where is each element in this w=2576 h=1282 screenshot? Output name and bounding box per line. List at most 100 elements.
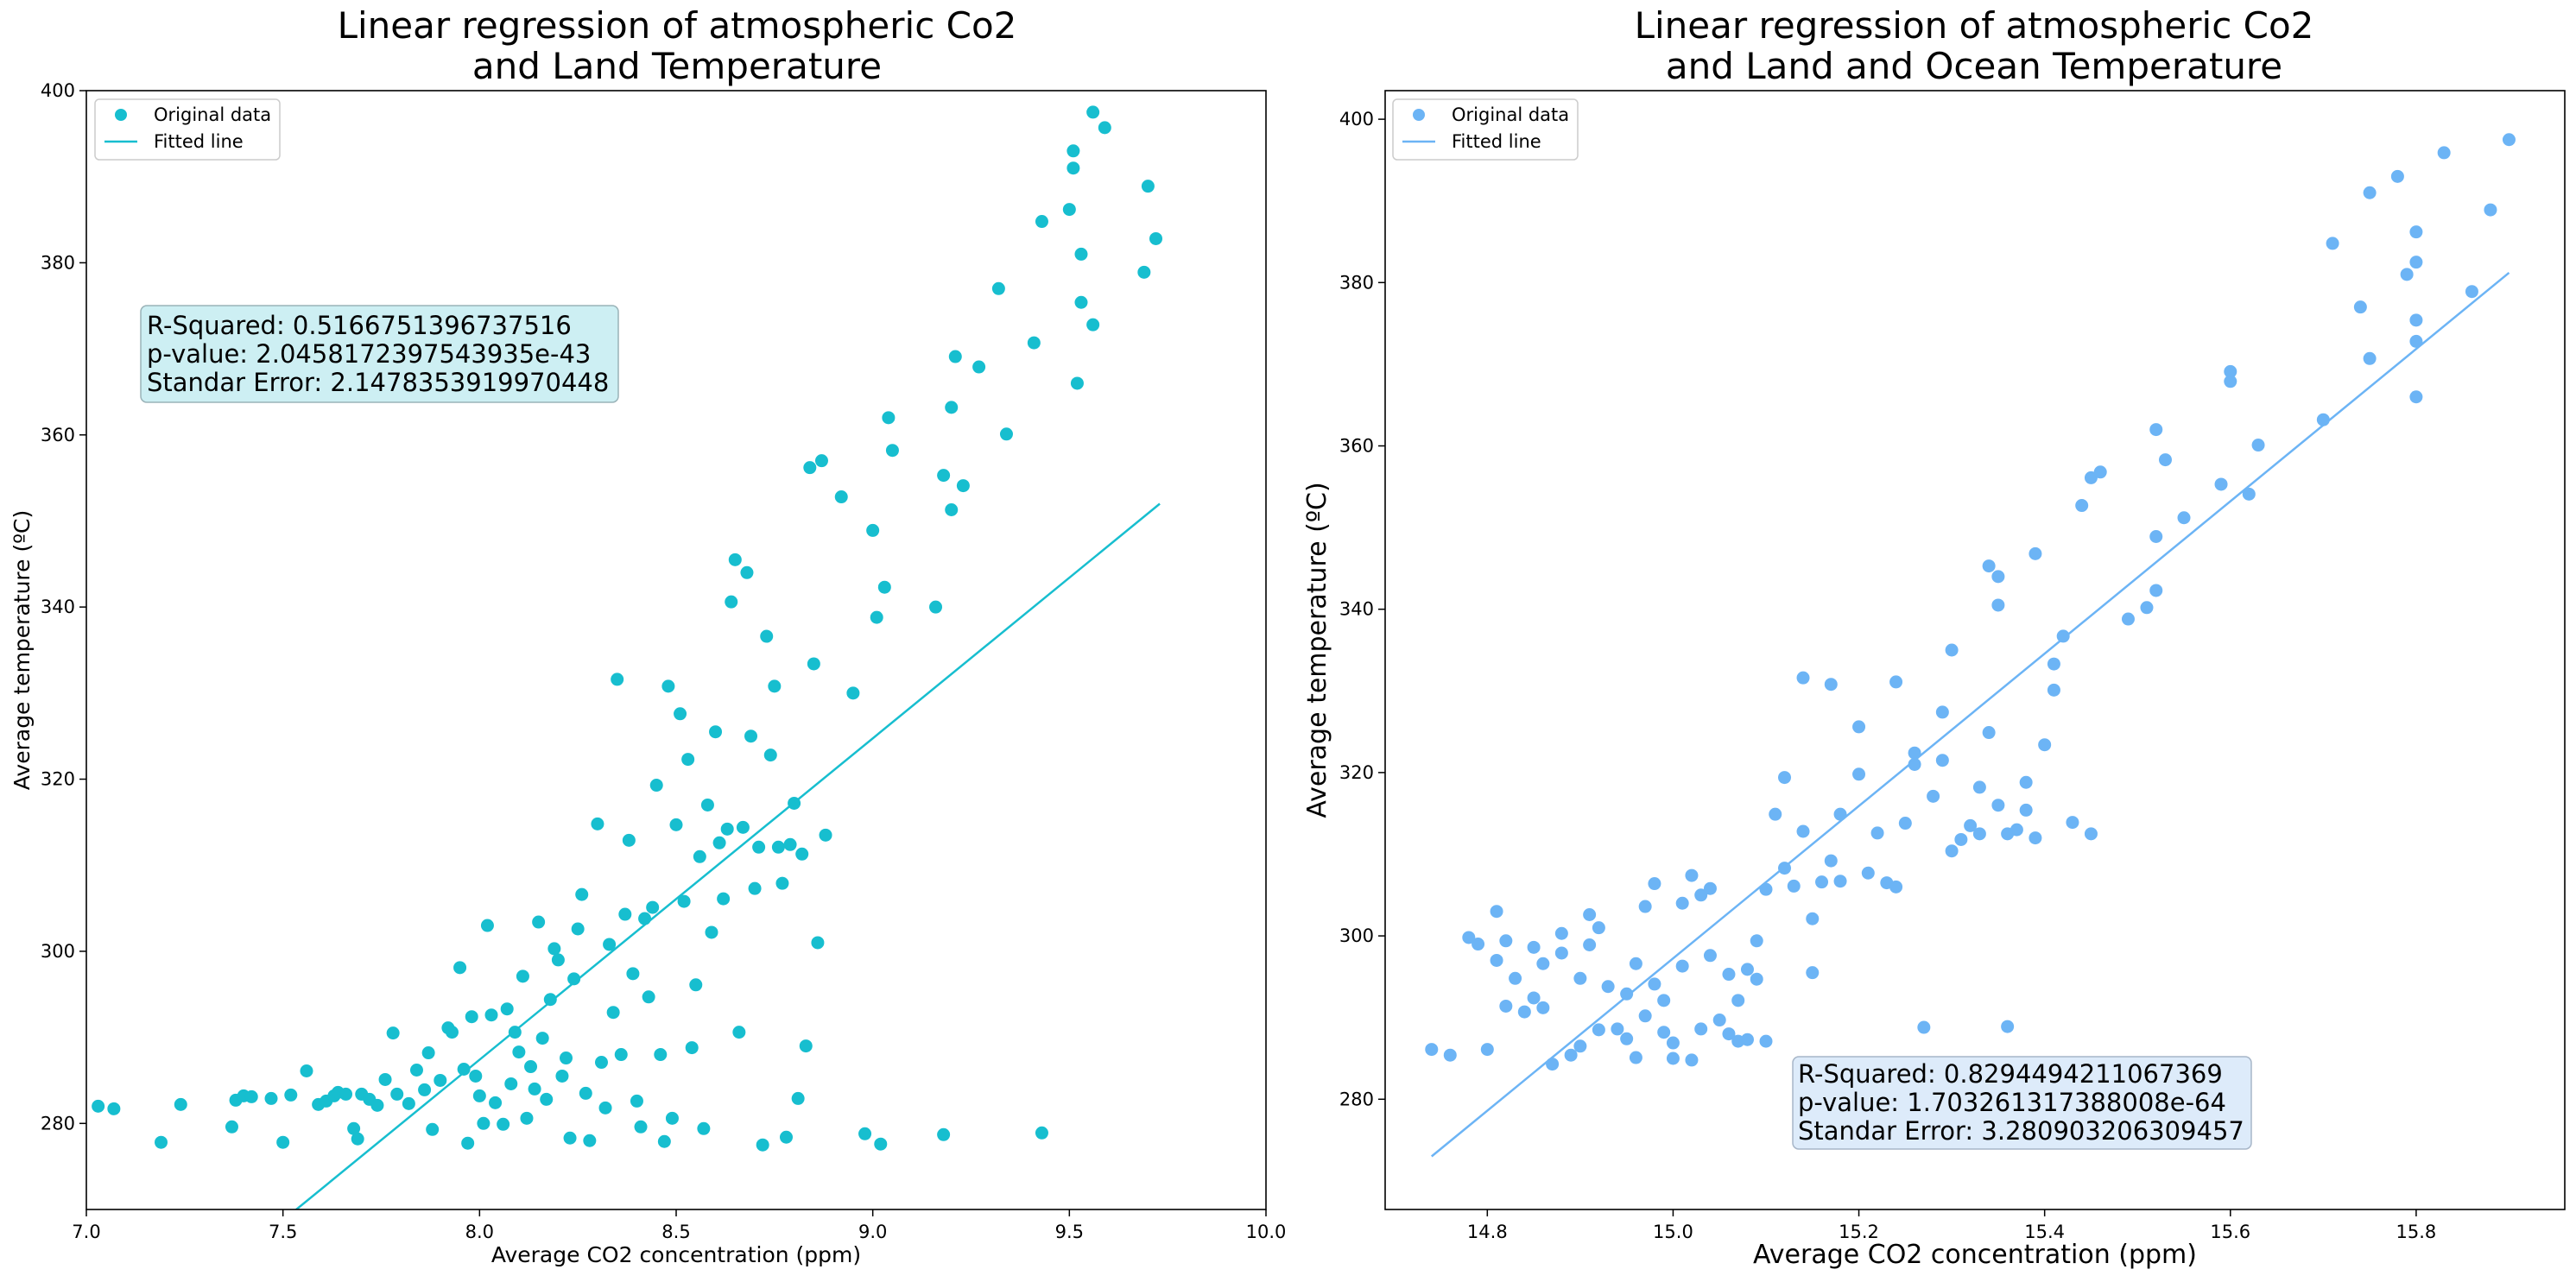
y-tick-label: 320 [1339,762,1374,783]
data-point [763,748,777,762]
data-point [1694,1022,1708,1036]
data-point [2409,390,2423,404]
data-point [1472,938,1485,951]
data-point [779,1130,793,1144]
data-point [811,936,825,950]
data-point [1778,771,1792,785]
data-point [594,1056,608,1070]
data-point [1750,934,1763,948]
x-tick-label: 8.0 [465,1222,494,1242]
data-point [1583,938,1597,952]
data-point [1573,971,1587,985]
data-point [2121,612,2135,626]
legend-label-original-data: Original data [154,104,271,125]
y-tick-label: 340 [1339,599,1374,620]
data-point [2363,351,2377,365]
y-axis-label: Average temperature (ºC) [9,510,35,790]
data-point [1945,643,1959,657]
data-point [1546,1058,1560,1071]
data-point [937,1127,951,1141]
data-point [1499,999,1513,1013]
data-point [1806,966,1820,980]
data-point [756,1138,769,1152]
data-point [2224,375,2237,388]
y-tick-label: 360 [1339,436,1374,457]
data-point [2093,465,2107,479]
x-tick-label: 10.0 [1246,1222,1287,1242]
data-point [532,915,546,929]
data-point [2084,827,2098,841]
data-point [929,600,943,614]
data-point [1703,881,1717,895]
y-tick-label: 280 [41,1113,75,1134]
data-point [1787,879,1801,893]
data-point [744,729,758,743]
data-point [2484,203,2497,217]
data-point [669,818,683,831]
data-point [579,1086,592,1100]
data-point [1740,1033,1754,1046]
data-point [603,938,617,951]
y-tick-label: 340 [41,597,75,617]
data-point [1740,963,1754,976]
data-point [606,1006,620,1020]
data-point [2409,313,2423,327]
x-tick-label: 9.5 [1055,1222,1084,1242]
data-point [945,401,959,414]
data-point [2214,477,2228,491]
data-point [1712,1014,1726,1027]
data-point [92,1099,105,1113]
data-point [1066,144,1080,158]
data-point [571,922,585,936]
data-point [591,817,604,830]
data-point [1694,888,1708,902]
data-point [598,1101,612,1115]
data-point [390,1087,404,1101]
data-point [697,1121,711,1135]
data-point [2075,499,2089,513]
data-point [543,993,557,1007]
data-point [480,919,494,932]
data-point [1806,912,1820,925]
data-point [1554,946,1568,960]
data-point [877,580,891,594]
stats-annotation: R-Squared: 0.5166751396737516 p-value: 2… [140,305,619,403]
data-point [689,978,703,992]
data-point [1592,921,1605,935]
data-point [225,1120,238,1134]
data-point [712,836,726,849]
data-point [2149,584,2163,597]
data-point [563,1131,577,1145]
data-point [2353,300,2367,314]
data-point [2038,738,2052,752]
data-point [1583,907,1597,921]
data-point [748,881,762,895]
data-point [1638,1009,1652,1023]
data-point [2177,511,2191,525]
data-point [807,657,820,671]
data-point [1141,180,1155,193]
data-point [1648,977,1661,991]
data-point [1935,705,1949,719]
data-point [1675,896,1689,910]
data-point [264,1091,278,1105]
data-point [1657,1026,1671,1039]
y-tick-label: 400 [1339,109,1374,129]
data-point [611,673,624,686]
data-point [771,840,785,854]
data-point [677,894,691,908]
data-point [1852,767,1866,781]
stats-r-squared: R-Squared: 0.8294494211067369 [1798,1059,2223,1089]
data-point [535,1032,549,1045]
legend: Original data Fitted line [94,98,281,161]
data-point [2409,256,2423,269]
data-point [453,961,467,975]
data-point [614,1048,628,1062]
data-point [2326,237,2339,250]
data-point [1629,1051,1642,1064]
data-point [1666,1036,1680,1050]
data-point [1898,817,1912,830]
data-point [834,490,848,504]
stats-p-value: p-value: 2.0458172397543935e-43 [147,339,591,369]
data-point [547,942,561,956]
